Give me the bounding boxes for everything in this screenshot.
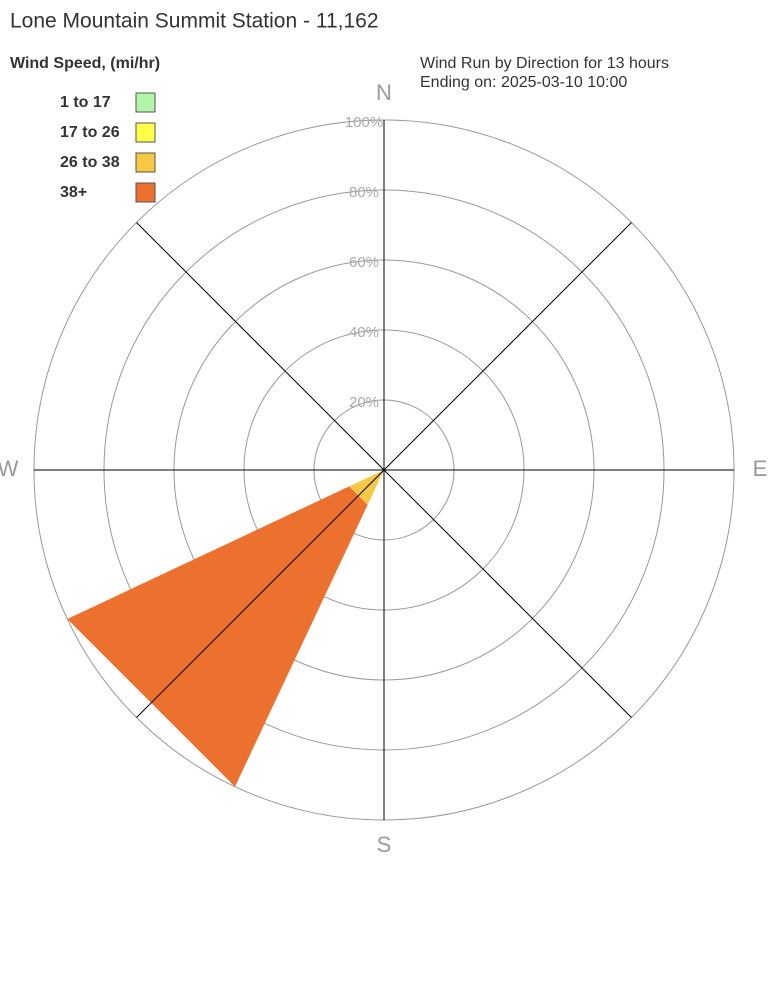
direction-label: E	[753, 456, 768, 481]
direction-label: N	[376, 80, 392, 105]
legend-swatch	[135, 92, 156, 113]
subtitle: Ending on: 2025-03-10 10:00	[420, 74, 627, 91]
legend-title: Wind Speed, (mi/hr)	[10, 55, 160, 72]
legend-label: 26 to 38	[60, 154, 120, 171]
r-tick-label: 60%	[349, 254, 379, 271]
spoke	[136, 469, 385, 718]
r-tick-label: 100%	[345, 114, 383, 131]
direction-label: W	[0, 456, 19, 481]
r-tick-label: 20%	[349, 394, 379, 411]
spoke	[383, 469, 632, 718]
legend-label: 1 to 17	[60, 94, 111, 111]
chart-title: Lone Mountain Summit Station - 11,162	[10, 10, 379, 33]
direction-label: S	[377, 832, 392, 857]
r-tick-label: 40%	[349, 324, 379, 341]
legend-label: 38+	[60, 184, 87, 201]
subtitle: Wind Run by Direction for 13 hours	[420, 55, 669, 72]
spoke	[383, 222, 632, 471]
legend-swatch	[135, 182, 156, 203]
spoke	[136, 222, 385, 471]
legend-swatch	[135, 152, 156, 173]
legend-label: 17 to 26	[60, 124, 120, 141]
legend-swatch	[135, 122, 156, 143]
r-tick-label: 80%	[349, 184, 379, 201]
